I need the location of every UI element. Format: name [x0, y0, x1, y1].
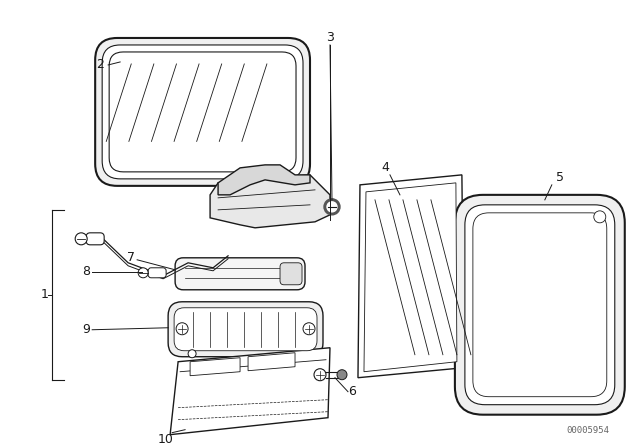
Polygon shape [364, 183, 457, 372]
Text: 5: 5 [556, 172, 564, 185]
FancyBboxPatch shape [95, 38, 310, 186]
FancyBboxPatch shape [109, 52, 296, 172]
Circle shape [324, 199, 340, 215]
Polygon shape [218, 165, 310, 195]
Polygon shape [210, 175, 330, 228]
Polygon shape [358, 175, 464, 378]
Circle shape [138, 268, 148, 278]
Text: 9: 9 [83, 323, 90, 336]
Polygon shape [248, 353, 295, 370]
FancyBboxPatch shape [465, 205, 615, 405]
Circle shape [314, 369, 326, 381]
Polygon shape [190, 358, 240, 376]
FancyBboxPatch shape [473, 213, 607, 396]
Circle shape [75, 233, 87, 245]
Text: 2: 2 [96, 58, 104, 71]
FancyBboxPatch shape [280, 263, 302, 285]
Polygon shape [170, 348, 330, 435]
FancyBboxPatch shape [455, 195, 625, 415]
FancyBboxPatch shape [174, 308, 317, 351]
FancyBboxPatch shape [168, 302, 323, 357]
Text: 4: 4 [381, 161, 389, 174]
Circle shape [176, 323, 188, 335]
Text: 3: 3 [326, 31, 334, 44]
Text: 10: 10 [157, 433, 173, 446]
Text: 1: 1 [40, 288, 48, 301]
FancyBboxPatch shape [102, 45, 303, 179]
Text: 8: 8 [82, 265, 90, 278]
FancyBboxPatch shape [86, 233, 104, 245]
Circle shape [188, 350, 196, 358]
Text: 6: 6 [348, 385, 356, 398]
Text: 00005954: 00005954 [567, 426, 610, 435]
Circle shape [337, 370, 347, 380]
Circle shape [327, 202, 337, 212]
Circle shape [594, 211, 606, 223]
Circle shape [303, 323, 315, 335]
FancyBboxPatch shape [175, 258, 305, 290]
FancyBboxPatch shape [148, 268, 166, 278]
Text: 7: 7 [127, 251, 135, 264]
